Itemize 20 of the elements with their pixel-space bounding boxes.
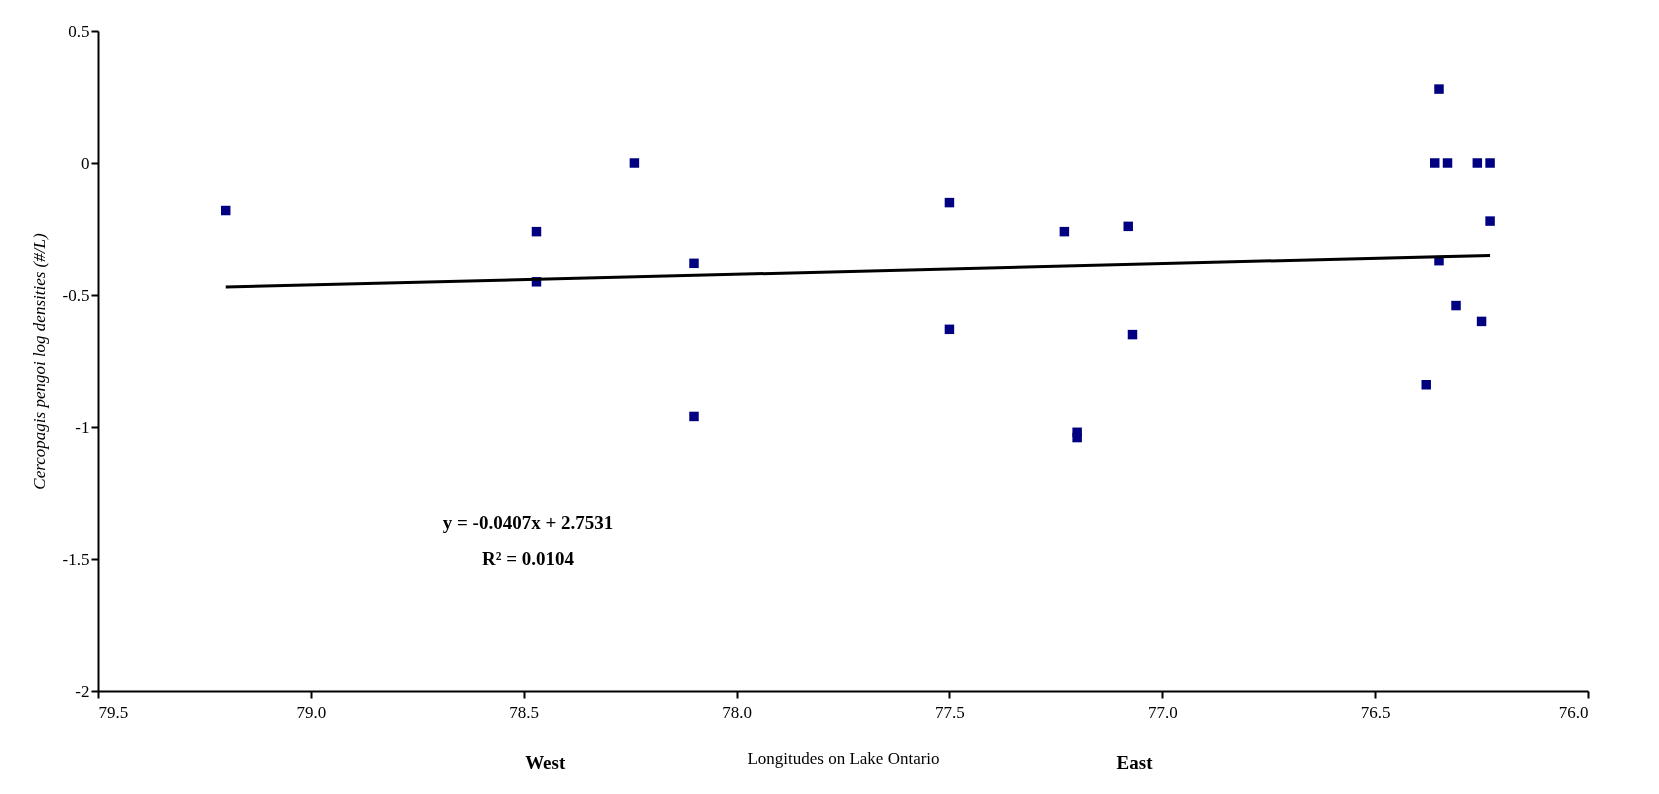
annotation: R² = 0.0104 — [482, 548, 575, 569]
x-tick-label: 78.5 — [509, 702, 540, 722]
x-tick-label: 78.0 — [722, 702, 752, 722]
x-tick-label: 79.5 — [98, 702, 129, 722]
x-tick-label: 76.0 — [1558, 702, 1589, 722]
y-tick-label: -2 — [75, 681, 90, 701]
x-axis-title: Longitudes on Lake Ontario — [747, 748, 940, 768]
text: East — [1116, 752, 1154, 773]
y-tick-label: -0.5 — [62, 285, 90, 305]
y-tick-label: 0.5 — [68, 21, 90, 41]
text: West — [525, 752, 566, 773]
annotation: y = -0.0407x + 2.7531 — [442, 511, 614, 533]
y-axis-title: Cercopagis pengoi log densities (#/L) — [29, 233, 49, 490]
y-tick-label: 0 — [81, 153, 90, 173]
y-tick-label: -1 — [75, 417, 90, 437]
x-tick-label: 79.0 — [296, 702, 327, 722]
x-tick-label: 77.0 — [1147, 702, 1178, 722]
x-tick-label: 76.5 — [1360, 702, 1391, 722]
x-tick-label: 77.5 — [935, 702, 965, 722]
y-tick-label: -1.5 — [62, 549, 90, 569]
